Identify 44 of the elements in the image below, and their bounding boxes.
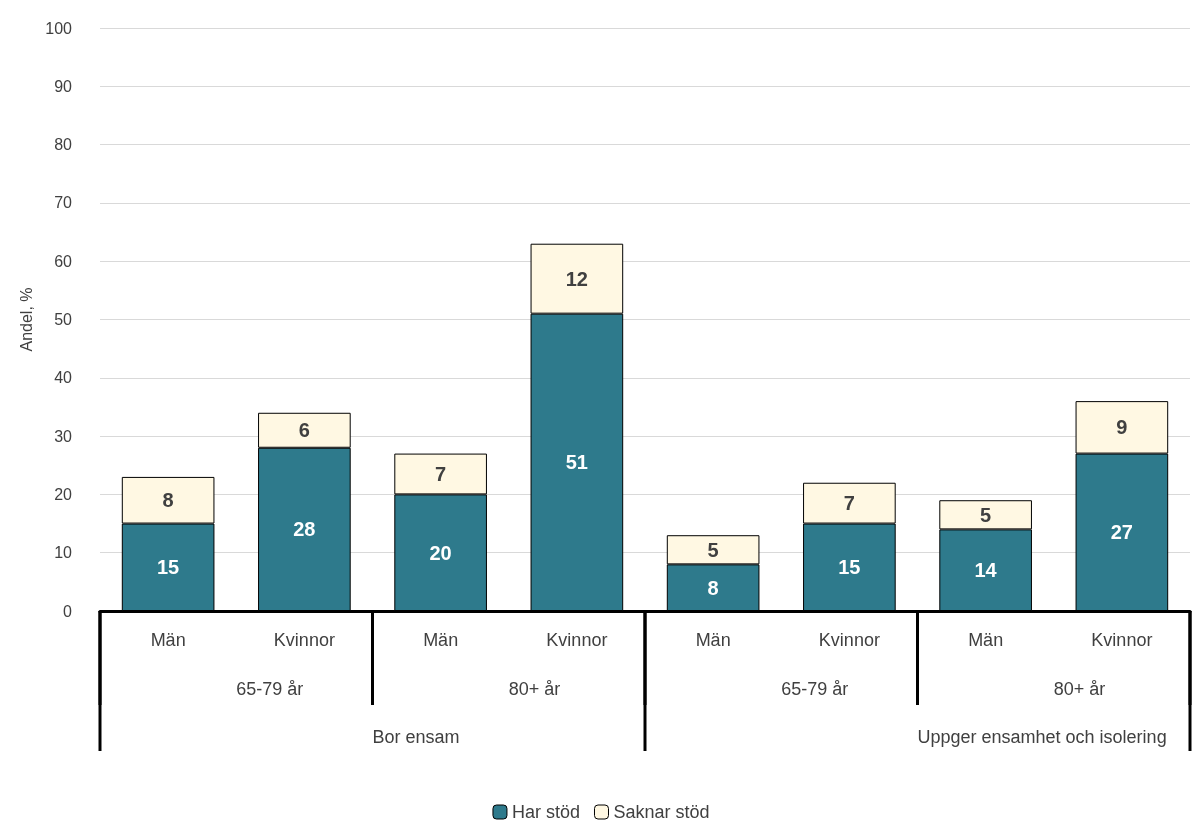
x-tick-label: Kvinnor: [818, 630, 880, 650]
legend-label: Har stöd: [511, 802, 580, 822]
x-tick-label: Män: [968, 630, 1004, 650]
data-label: 5: [707, 538, 719, 561]
y-tick-label: 90: [54, 77, 73, 95]
data-label: 7: [843, 492, 855, 515]
data-label: 28: [293, 518, 316, 541]
data-label: 8: [162, 489, 174, 512]
y-tick-label: 70: [54, 194, 73, 212]
text: 80+ år: [508, 679, 561, 699]
x-tick-label: Män: [695, 630, 731, 650]
text: 65-79 år: [236, 679, 304, 699]
data-label: 7: [435, 462, 447, 485]
y-tick-label: 40: [54, 369, 73, 387]
data-label: 20: [429, 541, 452, 564]
text: 80+ år: [1053, 679, 1106, 699]
text: Bor ensam: [372, 727, 460, 747]
y-tick-label: 60: [54, 252, 73, 270]
y-tick-label: 80: [54, 136, 73, 154]
legend-label: Saknar stöd: [613, 802, 710, 822]
text: Uppger ensamhet och isolering: [917, 727, 1167, 747]
y-axis-title: Andel, %: [17, 287, 35, 352]
data-label: 5: [980, 503, 992, 526]
x-tick-label: Män: [423, 630, 459, 650]
x-tick-label: Kvinnor: [1091, 630, 1153, 650]
y-tick-label: 0: [63, 602, 73, 620]
data-label: 12: [565, 267, 588, 290]
data-label: 6: [298, 419, 310, 442]
data-label: 8: [707, 576, 719, 599]
x-tick-label: Kvinnor: [273, 630, 335, 650]
y-tick-label: 20: [54, 485, 73, 503]
x-tick-label: Män: [150, 630, 186, 650]
data-label: 27: [1110, 521, 1133, 544]
data-label: 15: [838, 556, 861, 579]
data-label: 15: [157, 556, 180, 579]
y-tick-label: 50: [54, 311, 73, 328]
text: 65-79 år: [781, 679, 849, 699]
data-label: 14: [974, 559, 998, 582]
x-tick-label: Kvinnor: [546, 630, 608, 650]
y-tick-label: 30: [54, 427, 73, 445]
y-tick-label: 10: [54, 544, 73, 562]
y-tick-label: 100: [45, 19, 73, 37]
data-label: 51: [565, 451, 588, 474]
data-label: 9: [1116, 416, 1128, 439]
